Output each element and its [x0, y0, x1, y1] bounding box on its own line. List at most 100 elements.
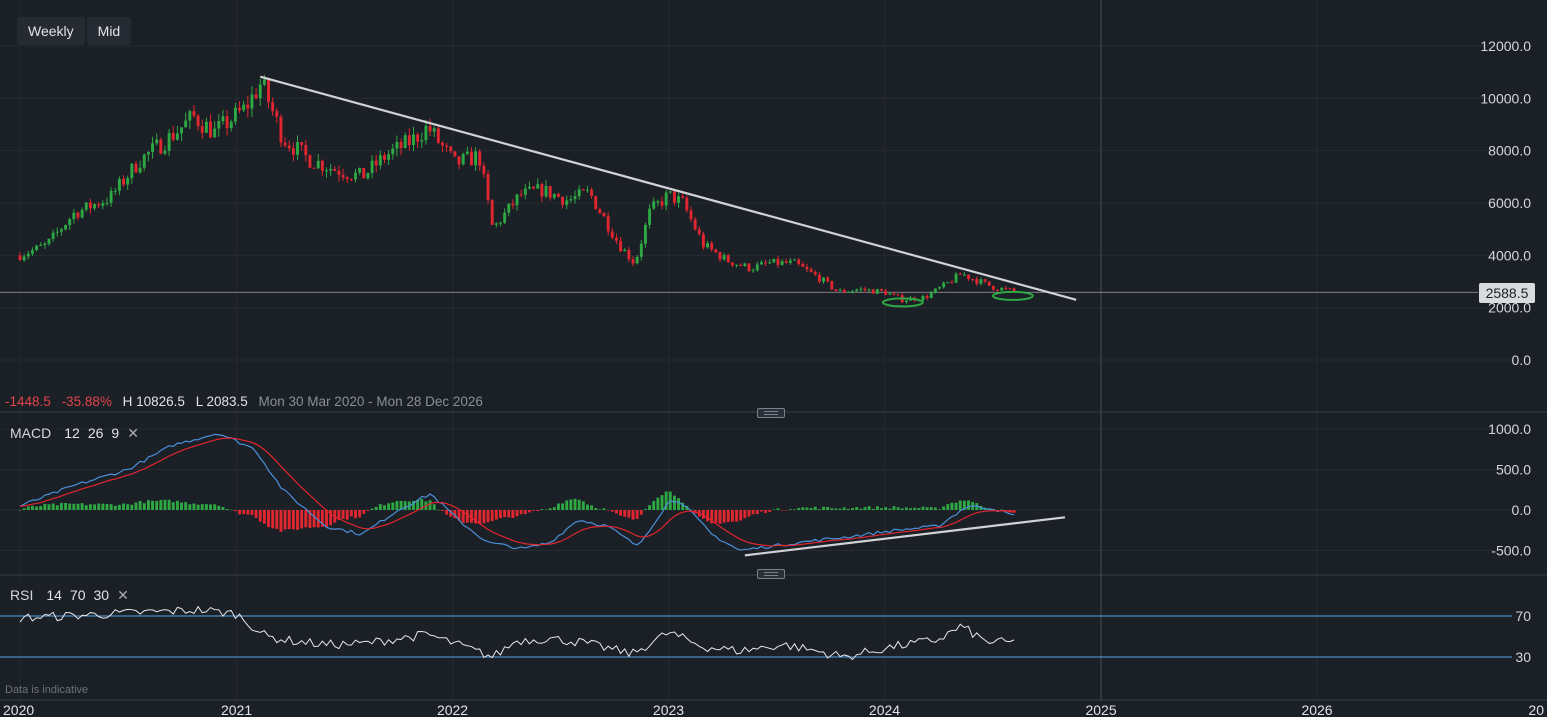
macd-histogram-bar: [805, 507, 809, 510]
macd-histogram-bar: [739, 510, 743, 521]
support-marker: [991, 290, 1034, 301]
macd-panel: [18, 433, 1016, 551]
candle-body: [1012, 288, 1016, 292]
macd-histogram-bar: [101, 503, 105, 510]
macd-histogram-bar: [420, 498, 424, 510]
macd-histogram-bar: [594, 508, 598, 510]
macd-histogram-bar: [242, 510, 246, 515]
macd-histogram-bar: [780, 510, 784, 511]
macd-line: [19, 433, 1015, 551]
candle-body: [838, 290, 842, 292]
candle-body: [888, 293, 892, 295]
macd-histogram-bar: [656, 497, 660, 510]
high-value: H 10826.5: [122, 394, 185, 409]
candle-body: [267, 79, 270, 103]
candle-body: [739, 264, 743, 266]
candle-body: [341, 174, 345, 178]
macd-histogram-bar: [432, 504, 436, 510]
candle-body: [275, 111, 279, 117]
macd-histogram-bar: [250, 510, 254, 516]
close-icon[interactable]: ✕: [117, 586, 129, 603]
candle-body: [569, 199, 573, 201]
macd-histogram-bar: [465, 510, 469, 523]
macd-histogram-bar: [238, 510, 241, 515]
macd-histogram-bar: [950, 502, 954, 510]
candle-body: [557, 194, 560, 197]
macd-histogram-bar: [830, 508, 834, 510]
candle-body: [946, 282, 950, 284]
candle-body: [407, 135, 411, 146]
rsi-resize-handle[interactable]: [757, 569, 785, 579]
macd-histogram-bar: [171, 502, 175, 510]
rsi-label[interactable]: RSI: [5, 585, 39, 605]
candle-body: [470, 151, 473, 166]
macd-histogram-bar: [909, 508, 912, 510]
macd-histogram-bar: [275, 510, 279, 529]
macd-histogram-bar: [449, 510, 453, 517]
macd-histogram-bar: [768, 510, 772, 512]
macd-resize-handle[interactable]: [757, 408, 785, 418]
candle-body: [561, 196, 565, 205]
macd-histogram-bar: [84, 505, 88, 510]
candle-body: [706, 243, 710, 248]
candle-body: [291, 148, 295, 155]
candle-body: [726, 255, 730, 263]
macd-histogram-bar: [751, 510, 755, 515]
macd-histogram-bar: [511, 510, 515, 519]
candle-body: [793, 259, 796, 261]
candle-body: [826, 277, 830, 282]
macd-histogram-bar: [113, 505, 117, 510]
candle-body: [996, 289, 999, 291]
candle-body: [631, 259, 635, 264]
macd-histogram-bar: [225, 508, 229, 510]
rsi-upper: 70: [69, 587, 86, 603]
macd-histogram-bar: [474, 510, 478, 524]
candle-body: [677, 196, 681, 203]
macd-histogram-bar: [519, 510, 523, 515]
candle-body: [627, 249, 631, 260]
close-icon[interactable]: ✕: [127, 424, 139, 441]
rsi-line: [19, 605, 1015, 661]
macd-histogram-bar: [192, 503, 196, 510]
candle-body: [938, 287, 941, 289]
macd-histogram-bar: [880, 508, 883, 510]
candle-body: [113, 190, 117, 192]
macd-histogram-bar: [581, 501, 585, 510]
candle-body: [971, 278, 975, 280]
candle-body: [933, 288, 937, 293]
candle-body: [863, 288, 867, 291]
candle-body: [987, 281, 991, 286]
macd-histogram-bar: [18, 510, 22, 511]
candle-body: [378, 155, 382, 166]
macd-histogram-bar: [793, 509, 796, 510]
interval-button[interactable]: Weekly: [17, 17, 85, 45]
candle-body: [507, 203, 511, 213]
candle-body: [958, 273, 962, 275]
time-axis-label: 2020: [3, 702, 34, 717]
chart-toolbar: Weekly Mid: [17, 17, 132, 45]
candle-body: [672, 191, 676, 203]
change-value: -1448.5: [5, 394, 51, 409]
candle-body: [204, 121, 208, 133]
macd-histogram-bar: [809, 508, 813, 510]
macd-histogram-bar: [552, 507, 556, 510]
candle-body: [349, 179, 353, 181]
macd-histogram-bar: [378, 504, 382, 510]
time-axis-label: 2026: [1301, 702, 1332, 717]
candle-body: [668, 191, 672, 193]
macd-histogram-bar: [64, 503, 68, 510]
macd-label[interactable]: MACD: [5, 423, 57, 443]
candle-body: [950, 282, 954, 284]
candle-body: [656, 201, 660, 203]
macd-histogram-bar: [817, 509, 821, 510]
candle-body: [30, 250, 34, 254]
macd-histogram-bar: [842, 507, 846, 510]
macd-histogram-bar: [26, 506, 30, 510]
price-type-button[interactable]: Mid: [86, 17, 132, 45]
candle-body: [296, 142, 299, 155]
candle-body: [209, 121, 212, 138]
candle-body: [134, 163, 138, 173]
candle-body: [68, 219, 72, 226]
macd-histogram-bar: [610, 510, 614, 512]
